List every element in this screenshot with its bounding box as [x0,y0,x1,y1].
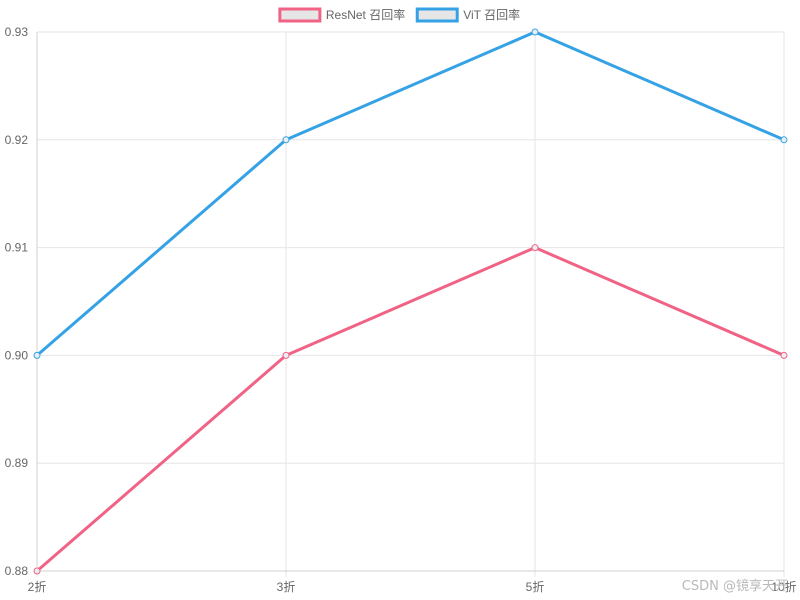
legend-item[interactable]: ResNet 召回率 [278,7,405,23]
series-layer [33,28,788,575]
data-point [780,136,788,144]
y-tick-label: 0.88 [5,564,29,578]
x-tick-label: 2折 [28,579,47,594]
y-tick-label: 0.90 [5,348,29,362]
data-point [531,244,539,252]
x-tick-label: 10折 [771,579,796,594]
data-point [780,351,788,359]
y-tick-label: 0.91 [5,241,29,255]
x-tick-label: 3折 [277,579,296,594]
axes: 0.88 0.89 0.90 0.91 0.92 0.93 2折 3折 5折 10折 [5,25,797,594]
legend-swatch [278,7,322,23]
series-line [35,30,786,357]
legend-item[interactable]: ViT 召回率 [415,7,520,23]
data-point [282,136,290,144]
data-point [531,28,539,36]
legend-swatch [415,7,459,23]
y-tick-label: 0.92 [5,133,29,147]
grid [36,31,785,577]
series-line [35,246,786,573]
data-point [33,567,41,575]
watermark: CSDN @镜享天开 [681,579,788,594]
y-tick-label: 0.89 [5,456,29,470]
legend-label: ResNet 召回率 [326,7,405,22]
x-tick-label: 5折 [526,579,545,594]
legend-label: ViT 召回率 [463,7,520,22]
data-point [33,351,41,359]
y-tick-label: 0.93 [5,25,29,39]
legend: ResNet 召回率 ViT 召回率 [278,7,520,23]
data-point [282,351,290,359]
